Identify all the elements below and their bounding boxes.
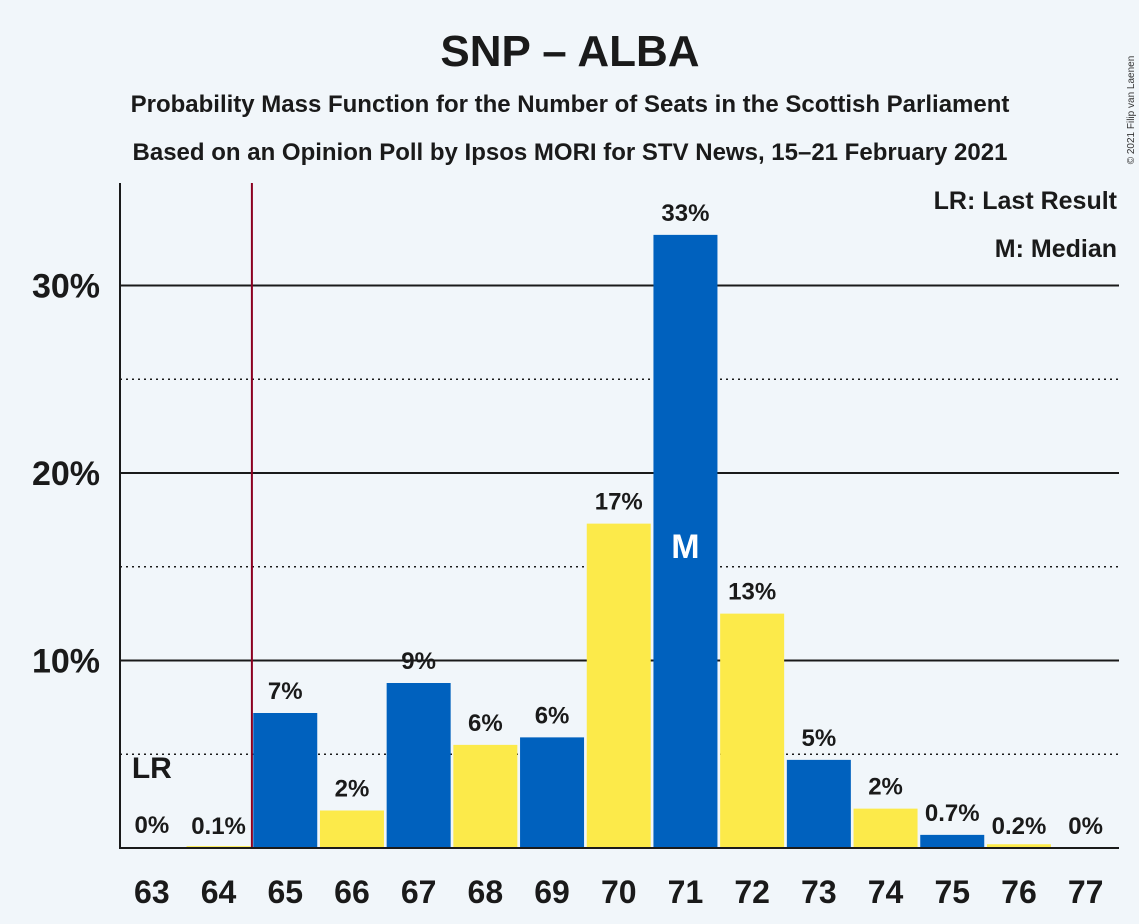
- bar: [319, 810, 384, 848]
- copyright-note: © 2021 Filip van Laenen: [1126, 56, 1137, 165]
- chart-subtitle-1: Probability Mass Function for the Number…: [131, 91, 1010, 118]
- bar: [786, 759, 851, 848]
- data-label: 0.1%: [191, 813, 246, 840]
- bar: [520, 737, 585, 848]
- data-label: 2%: [335, 776, 370, 803]
- data-label: 0.7%: [925, 800, 980, 827]
- x-tick-label: 67: [401, 874, 437, 910]
- x-tick-label: 73: [801, 874, 837, 910]
- x-tick-label: 77: [1068, 874, 1104, 910]
- last-result-marker: LR: [132, 752, 172, 785]
- x-tick-label: 68: [468, 874, 504, 910]
- data-label: 5%: [802, 725, 837, 752]
- x-tick-label: 75: [934, 874, 970, 910]
- bar: [920, 834, 985, 848]
- chart-subtitle-2: Based on an Opinion Poll by Ipsos MORI f…: [133, 139, 1008, 166]
- median-marker: M: [671, 528, 699, 566]
- data-label: 2%: [868, 774, 903, 801]
- legend-median: M: Median: [995, 235, 1117, 263]
- bar: [253, 713, 318, 848]
- data-label: 0%: [1068, 813, 1103, 840]
- data-label: 0%: [135, 812, 170, 839]
- data-label: 6%: [468, 710, 503, 737]
- x-tick-label: 66: [334, 874, 370, 910]
- data-label: 17%: [595, 489, 643, 516]
- bars: [186, 234, 1051, 848]
- y-tick-label: 20%: [32, 455, 100, 493]
- bar: [586, 523, 651, 848]
- bar: [986, 844, 1051, 848]
- y-tick-label: 10%: [32, 643, 100, 681]
- x-tick-label: 76: [1001, 874, 1037, 910]
- data-label: 0.2%: [992, 813, 1047, 840]
- data-label: 33%: [661, 200, 709, 227]
- data-label: 6%: [535, 702, 570, 729]
- data-label: 7%: [268, 678, 303, 705]
- legend-last-result: LR: Last Result: [934, 187, 1118, 215]
- x-tick-label: 69: [534, 874, 570, 910]
- x-tick-label: 70: [601, 874, 637, 910]
- data-labels: 0% 0.1% 7% 2% 9% 6% 6% 17% 33% 13% 5% 2% 0.7% 0.2% 0% M…: [132, 200, 1103, 840]
- x-tick-label: 71: [668, 874, 704, 910]
- x-tick-label: 65: [267, 874, 303, 910]
- bar: [386, 683, 451, 848]
- x-tick-label: 74: [868, 874, 904, 910]
- y-tick-label: 30%: [32, 268, 100, 306]
- data-label: 9%: [401, 648, 436, 675]
- chart-title: SNP – ALBA: [440, 27, 699, 76]
- x-tick-label: 64: [201, 874, 237, 910]
- x-tick-label: 72: [734, 874, 770, 910]
- data-label: 13%: [728, 579, 776, 606]
- bar: [853, 808, 918, 848]
- bar: [653, 234, 718, 848]
- bar: [453, 744, 518, 848]
- bar: [720, 613, 785, 848]
- x-tick-label: 63: [134, 874, 170, 910]
- axes: 10% 20% 30% 63 64 65 66 67 68 69 70 71 72 73 74 75 76 77: [32, 183, 1119, 910]
